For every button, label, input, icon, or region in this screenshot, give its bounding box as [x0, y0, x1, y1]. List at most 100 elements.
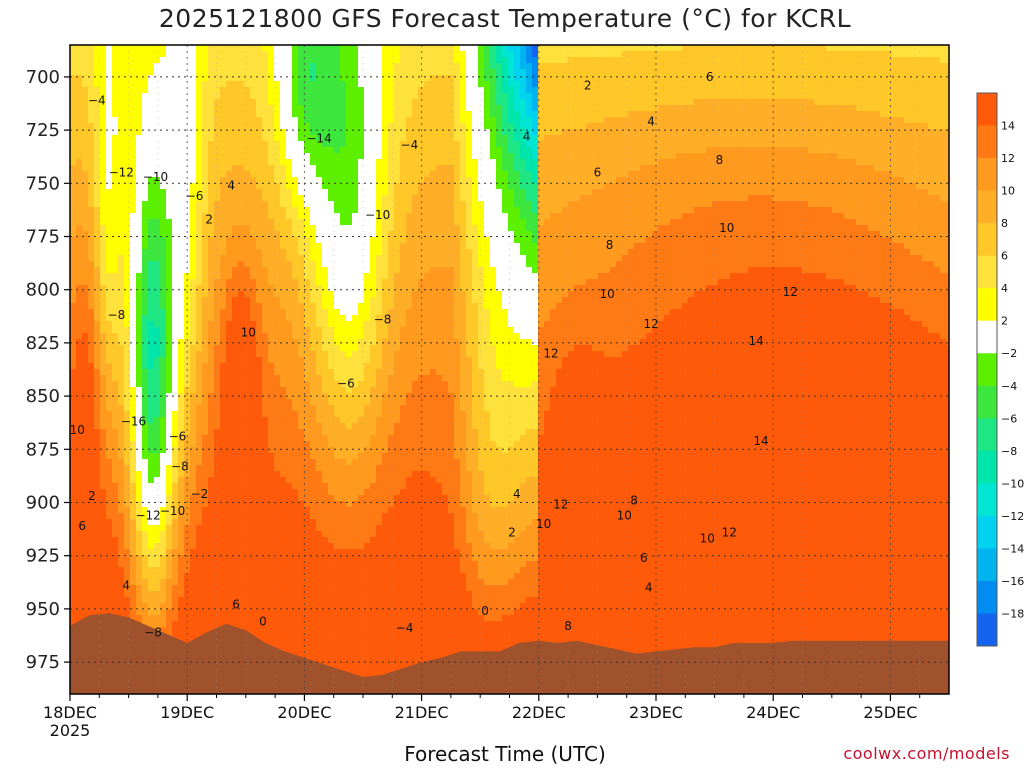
- field-cell: [232, 321, 239, 328]
- field-cell: [250, 291, 257, 298]
- field-cell: [112, 225, 119, 232]
- field-cell: [256, 219, 263, 226]
- field-cell: [316, 423, 323, 430]
- field-cell: [280, 417, 287, 424]
- field-cell: [250, 351, 257, 358]
- field-cell: [202, 327, 209, 334]
- field-cell: [106, 213, 113, 220]
- field-cell: [112, 99, 119, 106]
- field-cell: [118, 495, 125, 502]
- field-cell: [250, 369, 257, 376]
- field-cell: [244, 603, 251, 610]
- field-cell: [190, 531, 197, 538]
- field-cell: [76, 231, 83, 238]
- field-cell: [244, 57, 251, 64]
- field-cell: [196, 393, 203, 400]
- field-cell: [214, 249, 221, 256]
- field-cell: [274, 201, 281, 208]
- field-cell: [340, 189, 347, 196]
- field-cell: [334, 153, 341, 160]
- field-cell: [142, 189, 149, 196]
- field-cell: [190, 123, 197, 130]
- field-cell: [148, 261, 155, 268]
- field-cell: [238, 57, 245, 64]
- field-cell: [106, 111, 113, 118]
- field-cell: [244, 123, 251, 130]
- field-cell: [220, 495, 227, 502]
- field-cell: [184, 363, 191, 370]
- field-cell: [304, 603, 311, 610]
- field-cell: [292, 117, 299, 124]
- field-cell: [328, 567, 335, 574]
- field-cell: [94, 69, 101, 76]
- field-cell: [238, 339, 245, 346]
- field-cell: [166, 381, 173, 388]
- field-cell: [106, 447, 113, 454]
- field-cell: [226, 519, 233, 526]
- field-cell: [268, 525, 275, 532]
- field-cell: [256, 621, 263, 628]
- field-cell: [178, 285, 185, 292]
- field-cell: [142, 357, 149, 364]
- field-cell: [94, 51, 101, 58]
- field-cell: [124, 195, 131, 202]
- field-cell: [160, 579, 167, 586]
- field-cell: [340, 45, 347, 52]
- field-cell: [322, 129, 329, 136]
- field-cell: [268, 141, 275, 148]
- field-cell: [106, 57, 113, 64]
- field-cell: [82, 159, 89, 166]
- field-cell: [238, 207, 245, 214]
- field-cell: [148, 441, 155, 448]
- field-cell: [172, 495, 179, 502]
- field-cell: [172, 87, 179, 94]
- field-cell: [328, 495, 335, 502]
- field-cell: [304, 297, 311, 304]
- field-cell: [226, 195, 233, 202]
- field-cell: [166, 231, 173, 238]
- field-cell: [274, 87, 281, 94]
- field-cell: [256, 471, 263, 478]
- field-cell: [274, 147, 281, 154]
- field-cell: [70, 525, 77, 532]
- field-cell: [226, 405, 233, 412]
- field-cell: [316, 75, 323, 82]
- field-cell: [298, 171, 305, 178]
- field-cell: [172, 327, 179, 334]
- field-cell: [196, 441, 203, 448]
- field-cell: [100, 57, 107, 64]
- field-cell: [340, 519, 347, 526]
- field-cell: [148, 399, 155, 406]
- field-cell: [238, 429, 245, 436]
- field-cell: [286, 429, 293, 436]
- field-cell: [298, 399, 305, 406]
- field-cell: [298, 123, 305, 130]
- field-cell: [274, 273, 281, 280]
- field-cell: [184, 543, 191, 550]
- field-cell: [88, 477, 95, 484]
- field-cell: [256, 393, 263, 400]
- field-cell: [274, 429, 281, 436]
- field-cell: [136, 207, 143, 214]
- field-cell: [184, 447, 191, 454]
- field-cell: [130, 423, 137, 430]
- field-cell: [124, 315, 131, 322]
- field-cell: [76, 537, 83, 544]
- field-cell: [304, 225, 311, 232]
- field-cell: [136, 339, 143, 346]
- field-cell: [142, 597, 149, 604]
- field-cell: [340, 591, 347, 598]
- field-cell: [94, 303, 101, 310]
- field-cell: [232, 435, 239, 442]
- field-cell: [244, 213, 251, 220]
- field-cell: [256, 81, 263, 88]
- field-cell: [214, 399, 221, 406]
- field-cell: [256, 489, 263, 496]
- field-cell: [208, 333, 215, 340]
- field-cell: [256, 135, 263, 142]
- field-cell: [322, 651, 329, 658]
- field-cell: [280, 405, 287, 412]
- field-cell: [70, 291, 77, 298]
- field-cell: [130, 411, 137, 418]
- field-cell: [250, 381, 257, 388]
